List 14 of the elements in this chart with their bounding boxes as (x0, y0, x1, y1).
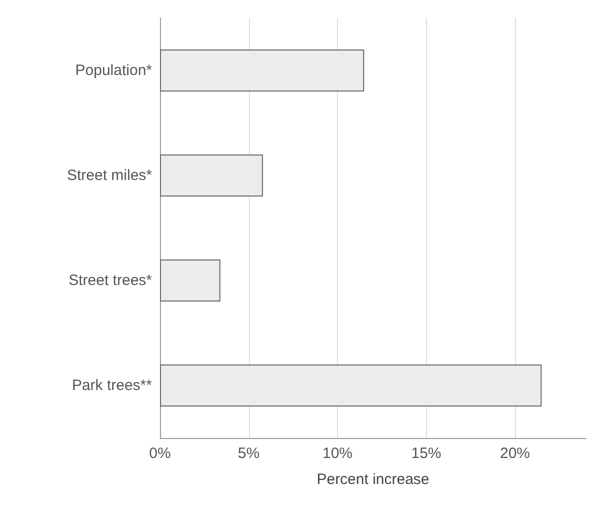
x-tick-label: 5% (238, 445, 260, 462)
bar (160, 364, 542, 406)
y-tick-label: Population* (75, 62, 152, 79)
x-tick-label: 10% (322, 445, 353, 462)
bar (160, 260, 220, 302)
bar (160, 154, 263, 196)
y-tick-label: Street trees* (68, 272, 152, 289)
x-tick-label: 20% (500, 445, 530, 462)
bar (160, 50, 364, 92)
x-axis-title: Percent increase (316, 471, 430, 488)
y-tick-label: Park trees** (72, 377, 152, 394)
x-tick-label: 0% (149, 445, 171, 462)
x-tick-label: 15% (411, 445, 442, 462)
y-tick-label: Street miles* (66, 167, 152, 184)
